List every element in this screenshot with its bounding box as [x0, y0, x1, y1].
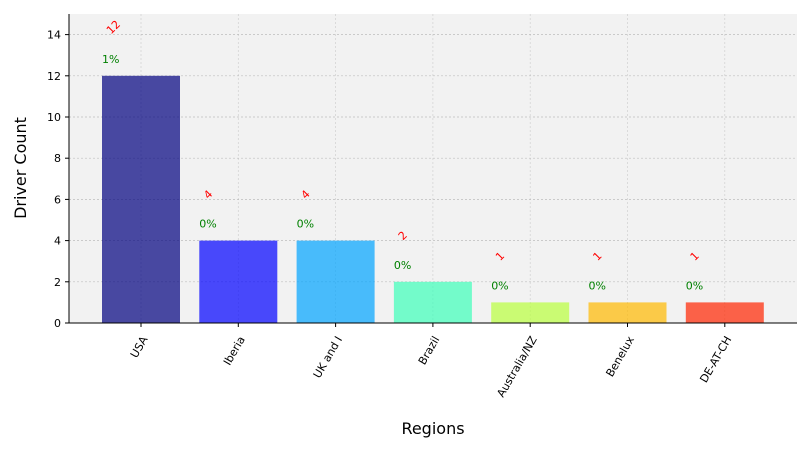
x-axis-title: Regions: [401, 419, 464, 438]
bar-percent-label: 1%: [102, 53, 119, 66]
bar-percent-label: 0%: [297, 218, 314, 231]
bar-iberia: [199, 240, 278, 323]
x-tick-label: Benelux: [603, 334, 637, 380]
y-tick-label: 14: [47, 29, 61, 42]
y-tick-label: 0: [54, 317, 61, 330]
bar-australia-nz: [491, 302, 570, 323]
y-tick-label: 6: [54, 193, 61, 206]
bars-group: [102, 75, 764, 323]
bar-percent-label: 0%: [394, 259, 411, 272]
bar-percent-label: 0%: [589, 279, 606, 292]
y-tick-label: 12: [47, 70, 61, 83]
bar-percent-label: 0%: [199, 218, 216, 231]
x-tick-label: USA: [128, 334, 151, 361]
x-tick-label: Australia/NZ: [494, 334, 540, 400]
y-axis-ticks: 0 2 4 6 8 10 12 14: [47, 29, 69, 330]
bar-brazil: [393, 281, 472, 323]
y-tick-label: 2: [54, 276, 61, 289]
y-tick-label: 8: [54, 152, 61, 165]
bar-percent-label: 0%: [491, 279, 508, 292]
y-tick-label: 10: [47, 111, 61, 124]
bar-de-at-ch: [685, 302, 764, 323]
x-tick-label: Iberia: [221, 334, 248, 368]
x-tick-label: UK and I: [311, 334, 345, 381]
y-axis-title: Driver Count: [11, 117, 30, 219]
y-tick-label: 4: [54, 235, 61, 248]
bar-uk-and-i: [296, 240, 375, 323]
x-tick-label: DE-AT-CH: [697, 334, 734, 385]
bar-usa: [102, 75, 180, 323]
bar-benelux: [588, 302, 667, 323]
x-tick-label: Brazil: [416, 334, 443, 367]
bar-percent-label: 0%: [686, 279, 703, 292]
x-axis-ticks: USA Iberia UK and I Brazil Australia/NZ Benel…: [128, 323, 734, 400]
